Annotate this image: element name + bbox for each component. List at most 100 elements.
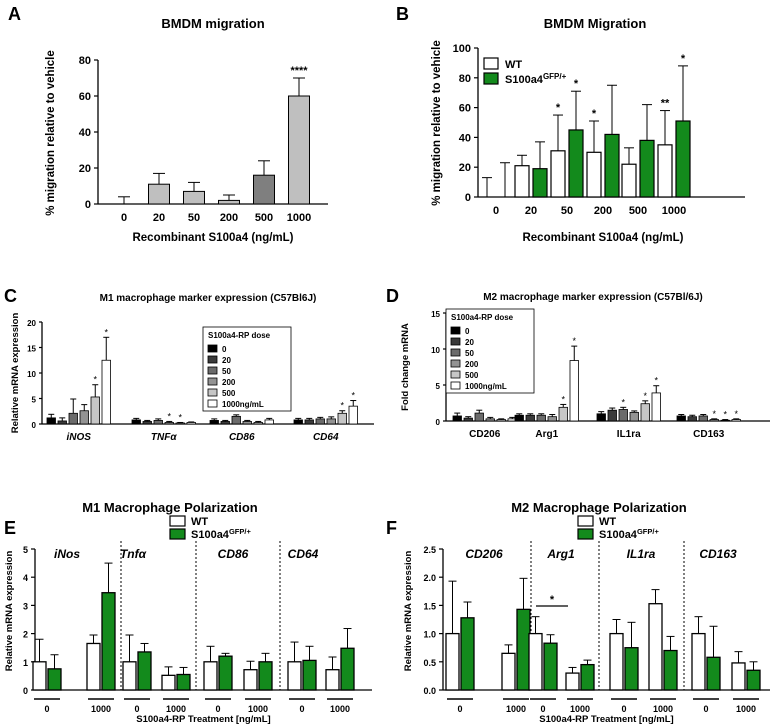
bar — [337, 412, 347, 425]
bar-s100a4 — [675, 120, 691, 198]
y-axis-tick-label: 0 — [436, 418, 441, 427]
y-axis-tick-label: 2 — [23, 630, 28, 640]
chart-title: M1 macrophage marker expression (C57Bl6J… — [100, 293, 317, 304]
significance-marker: * — [574, 78, 579, 90]
significance-marker: * — [592, 108, 597, 120]
bar — [218, 199, 240, 205]
x-axis-label: S100a4-RP Treatment [ng/mL] — [136, 714, 270, 725]
bar-s100a4 — [460, 617, 475, 691]
bar — [676, 415, 686, 422]
bar-s100a4 — [340, 647, 355, 691]
legend-label-wt: WT — [505, 59, 522, 71]
chart-title: M2 Macrophage Polarization — [511, 500, 687, 515]
chart-title: M1 Macrophage Polarization — [82, 500, 258, 515]
bar — [698, 415, 708, 422]
bar — [618, 409, 628, 422]
significance-marker: * — [643, 391, 647, 401]
bar — [731, 419, 741, 422]
bar — [175, 422, 185, 425]
x-tick-label: 50 — [561, 205, 573, 217]
legend-box — [445, 308, 535, 394]
legend-label: 200 — [222, 378, 236, 387]
x-tick-label: 20 — [153, 212, 165, 224]
bar-wt — [161, 674, 176, 691]
legend-label-s100a4: S100a4GFP/+ — [191, 527, 251, 542]
x-tick-label: Arg1 — [535, 429, 558, 440]
legend-label-wt: WT — [191, 516, 208, 528]
y-axis-tick-label: 20 — [27, 319, 36, 328]
bar — [79, 410, 89, 425]
legend-swatch-s100a4 — [169, 528, 186, 540]
legend-swatch — [450, 337, 461, 346]
panel-label-a: A — [8, 4, 21, 24]
y-axis-label: Relative mRNA expression — [10, 313, 21, 434]
significance-marker: * — [654, 376, 658, 386]
legend-swatch — [450, 370, 461, 379]
bar — [525, 414, 535, 422]
bar-s100a4 — [746, 669, 761, 691]
bar-wt — [586, 151, 602, 198]
gene-label: CD206 — [465, 547, 503, 561]
dose-label: 0 — [621, 704, 626, 714]
bar — [720, 419, 730, 422]
dose-label: 1000 — [653, 704, 673, 714]
significance-marker: * — [723, 410, 727, 420]
legend-swatch — [450, 381, 461, 390]
y-axis-tick-label: 2.0 — [423, 573, 436, 583]
significance-marker: * — [104, 327, 108, 337]
bar-s100a4 — [516, 608, 531, 691]
y-axis-tick-label: 10 — [431, 346, 440, 355]
bar-wt — [122, 661, 137, 691]
y-axis-label: % migration relative to vehicle — [431, 40, 443, 206]
y-axis-tick-label: 0 — [32, 421, 37, 430]
bar-wt — [32, 661, 47, 691]
bar — [514, 414, 524, 422]
legend-label: 0 — [222, 345, 227, 354]
bar — [148, 183, 170, 205]
legend-title: S100a4-RP dose — [451, 313, 514, 322]
significance-marker: ** — [661, 98, 670, 110]
y-axis-tick-label: 20 — [459, 162, 471, 174]
bar — [183, 190, 205, 205]
y-axis-tick-label: 5 — [23, 545, 28, 555]
legend-label: 500 — [465, 371, 479, 380]
bar-s100a4 — [302, 659, 317, 691]
x-tick-label: 0 — [121, 212, 127, 224]
bar-wt — [243, 669, 258, 691]
bar — [640, 403, 650, 422]
bar — [315, 418, 325, 425]
bar-s100a4 — [47, 668, 62, 691]
y-axis-tick-label: 5 — [32, 396, 37, 405]
bar — [242, 421, 252, 425]
bar-s100a4 — [218, 655, 233, 691]
x-tick-label: TNFα — [151, 432, 177, 443]
significance-marker: * — [351, 391, 355, 401]
bar — [142, 421, 152, 425]
bar-wt — [445, 632, 460, 691]
bar-s100a4 — [604, 133, 620, 198]
bar-s100a4 — [663, 649, 678, 691]
chart-panel-a: BMDM migration 0 20 40 60 80 % migration relat… — [45, 16, 328, 244]
chart-panel-b: BMDM Migration 0 20 40 60 80 100 % migration re… — [431, 16, 745, 244]
bar-wt — [86, 642, 101, 691]
panel-label-f: F — [386, 518, 397, 538]
bar-wt — [731, 662, 746, 691]
panel-label-b: B — [396, 4, 409, 24]
bar — [709, 419, 719, 422]
y-axis-tick-label: 0 — [23, 686, 28, 696]
dose-label: 0 — [540, 704, 545, 714]
bar-wt — [501, 652, 516, 691]
bar — [348, 405, 358, 425]
legend-swatch-wt — [169, 515, 186, 527]
legend-swatch — [207, 355, 218, 364]
bar — [607, 409, 617, 422]
y-axis-tick-label: 1.5 — [423, 601, 436, 611]
bar-wt — [514, 165, 530, 198]
x-tick-label: CD206 — [469, 429, 501, 440]
y-axis-tick-label: 10 — [27, 370, 36, 379]
bar — [629, 411, 639, 422]
bar — [304, 419, 314, 425]
significance-marker: * — [556, 102, 561, 114]
bar — [496, 419, 506, 422]
